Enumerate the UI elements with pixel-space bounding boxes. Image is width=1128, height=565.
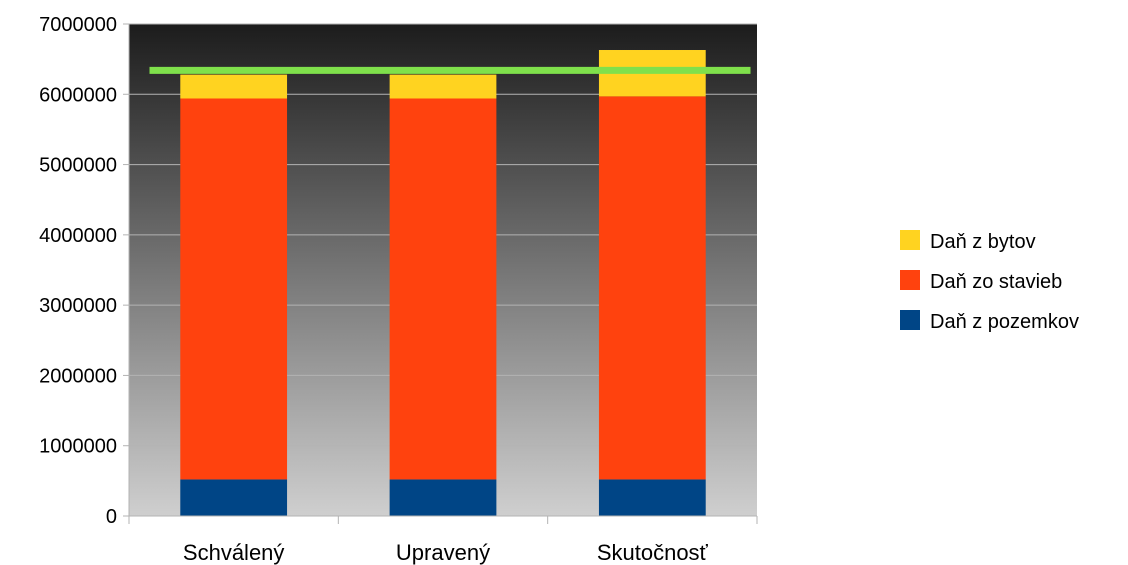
y-tick-label: 4000000 <box>39 225 117 247</box>
bar-segment <box>180 98 288 480</box>
bar-segment <box>180 479 288 516</box>
y-tick-label: 3000000 <box>39 295 117 317</box>
bars <box>180 50 706 516</box>
x-axis: Schválený Upravený Skutočnosť <box>128 515 758 565</box>
legend-swatch <box>900 230 920 250</box>
y-tick-label: 1000000 <box>39 436 117 458</box>
y-tick-label: 6000000 <box>39 84 117 106</box>
y-tick-label: 2000000 <box>39 365 117 387</box>
legend-label: Daň z pozemkov <box>930 311 1079 333</box>
y-axis: 0 1000000 2000000 3000000 4000000 5000000 6000… <box>39 14 130 528</box>
bar-segment <box>180 74 288 99</box>
bar-segment <box>598 479 706 516</box>
x-category-label: Skutočnosť <box>597 540 709 565</box>
bar-segment <box>389 74 497 99</box>
legend-swatch <box>900 310 920 330</box>
legend: Daň z bytov Daň zo stavieb Daň z pozemkov <box>900 230 1079 333</box>
bar-segment <box>389 479 497 516</box>
y-tick-label: 5000000 <box>39 155 117 177</box>
y-tick-label: 0 <box>106 506 117 528</box>
bar-segment <box>598 96 706 480</box>
legend-label: Daň z bytov <box>930 231 1036 253</box>
legend-label: Daň zo stavieb <box>930 271 1062 293</box>
y-tick-label: 7000000 <box>39 14 117 36</box>
legend-swatch <box>900 270 920 290</box>
x-category-label: Upravený <box>396 540 490 565</box>
bar-segment <box>389 98 497 480</box>
x-category-label: Schválený <box>183 540 285 565</box>
